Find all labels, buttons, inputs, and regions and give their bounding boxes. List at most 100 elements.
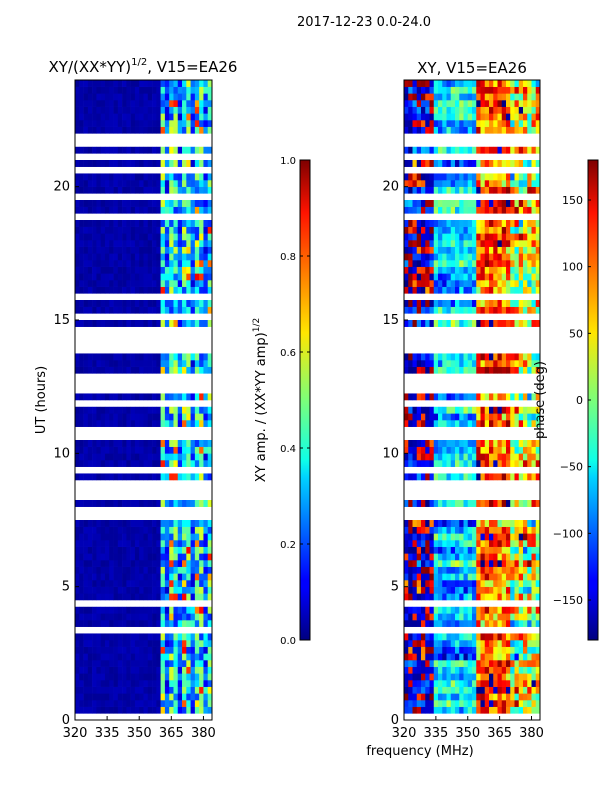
heatmap-cell bbox=[134, 226, 140, 234]
heatmap-cell bbox=[421, 173, 426, 181]
heatmap-cell bbox=[463, 440, 469, 447]
heatmap-cell bbox=[104, 100, 110, 107]
heatmap-cell bbox=[126, 146, 131, 154]
heatmap-cell bbox=[160, 206, 166, 214]
heatmap-cell bbox=[194, 100, 200, 107]
heatmap-cell bbox=[501, 706, 507, 714]
heatmap-cell bbox=[160, 613, 166, 621]
heatmap-cell bbox=[455, 186, 460, 194]
heatmap-cell bbox=[404, 660, 409, 667]
heatmap-cell bbox=[438, 280, 443, 287]
heatmap-cell bbox=[433, 526, 439, 534]
heatmap-cell bbox=[147, 320, 153, 327]
heatmap-cell bbox=[506, 200, 511, 207]
heatmap-cell bbox=[109, 413, 114, 421]
heatmap-cell bbox=[412, 646, 418, 654]
heatmap-cell bbox=[484, 680, 490, 687]
heatmap-cell bbox=[438, 180, 443, 187]
heatmap-cell bbox=[455, 233, 460, 241]
heatmap-cell bbox=[109, 453, 114, 461]
heatmap-cell bbox=[143, 473, 149, 481]
heatmap-cell bbox=[455, 573, 460, 581]
heatmap-cell bbox=[194, 666, 200, 674]
heatmap-cell bbox=[484, 580, 490, 587]
heatmap-cell bbox=[408, 700, 413, 707]
heatmap-cell bbox=[404, 286, 409, 294]
heatmap-cell bbox=[199, 500, 204, 507]
heatmap-cell bbox=[514, 473, 520, 481]
heatmap-cell bbox=[450, 300, 456, 307]
heatmap-cell bbox=[177, 593, 183, 601]
heatmap-cell bbox=[96, 666, 101, 674]
heatmap-cell bbox=[489, 660, 494, 667]
heatmap-cell bbox=[83, 86, 89, 94]
heatmap-cell bbox=[455, 613, 460, 621]
heatmap-cell bbox=[472, 106, 477, 114]
heatmap-cell bbox=[160, 233, 166, 241]
heatmap-cell bbox=[122, 500, 127, 507]
heatmap-cell bbox=[459, 460, 464, 467]
heatmap-cell bbox=[173, 320, 179, 327]
heatmap-cell bbox=[484, 146, 490, 154]
heatmap-cell bbox=[484, 393, 490, 401]
heatmap-cell bbox=[429, 160, 435, 167]
heatmap-cell bbox=[404, 573, 409, 581]
heatmap-cell bbox=[535, 620, 541, 627]
heatmap-cell bbox=[139, 693, 144, 701]
heatmap-cell bbox=[79, 253, 84, 261]
heatmap-cell bbox=[450, 113, 456, 121]
heatmap-cell bbox=[480, 693, 486, 701]
heatmap-cell bbox=[207, 80, 213, 87]
heatmap-cell bbox=[446, 266, 452, 274]
heatmap-cell bbox=[489, 320, 494, 327]
heatmap-cell bbox=[117, 573, 123, 581]
heatmap-cell bbox=[408, 440, 413, 447]
heatmap-cell bbox=[523, 633, 528, 641]
heatmap-cell bbox=[130, 413, 136, 421]
heatmap-cell bbox=[152, 286, 157, 294]
heatmap-cell bbox=[493, 106, 498, 114]
heatmap-cell bbox=[156, 653, 161, 661]
heatmap-cell bbox=[535, 353, 541, 361]
heatmap-cell bbox=[87, 580, 93, 587]
heatmap-cell bbox=[421, 260, 426, 267]
heatmap-cell bbox=[421, 500, 426, 507]
heatmap-cell bbox=[442, 533, 447, 541]
heatmap-cell bbox=[160, 586, 166, 594]
heatmap-cell bbox=[92, 633, 97, 641]
heatmap-cell bbox=[433, 706, 439, 714]
heatmap-cell bbox=[173, 353, 179, 361]
heatmap-cell bbox=[433, 286, 439, 294]
heatmap-cell bbox=[113, 180, 119, 187]
heatmap-cell bbox=[134, 440, 140, 447]
heatmap-cell bbox=[480, 606, 486, 614]
heatmap-cell bbox=[79, 646, 84, 654]
heatmap-cell bbox=[164, 526, 170, 534]
heatmap-cell bbox=[535, 653, 541, 661]
heatmap-cell bbox=[134, 566, 140, 574]
heatmap-cell bbox=[194, 173, 200, 181]
heatmap-cell bbox=[425, 693, 430, 701]
heatmap-cell bbox=[186, 473, 191, 481]
heatmap-cell bbox=[518, 186, 524, 194]
heatmap-cell bbox=[203, 106, 209, 114]
heatmap-cell bbox=[472, 660, 477, 667]
heatmap-cell bbox=[484, 640, 490, 647]
heatmap-cell bbox=[416, 420, 422, 427]
heatmap-cell bbox=[459, 93, 464, 101]
heatmap-cell bbox=[484, 673, 490, 681]
heatmap-cell bbox=[493, 700, 498, 707]
heatmap-cell bbox=[535, 500, 541, 507]
heatmap-cell bbox=[126, 226, 131, 234]
heatmap-cell bbox=[514, 306, 520, 314]
heatmap-cell bbox=[467, 653, 473, 661]
heatmap-cell bbox=[203, 586, 209, 594]
heatmap-cell bbox=[506, 660, 511, 667]
heatmap-cell bbox=[438, 226, 443, 234]
heatmap-cell bbox=[92, 93, 97, 101]
heatmap-cell bbox=[169, 253, 174, 261]
heatmap-cell bbox=[506, 353, 511, 361]
heatmap-flagged-row bbox=[75, 133, 212, 140]
heatmap-cell bbox=[455, 673, 460, 681]
heatmap-cell bbox=[109, 580, 114, 587]
